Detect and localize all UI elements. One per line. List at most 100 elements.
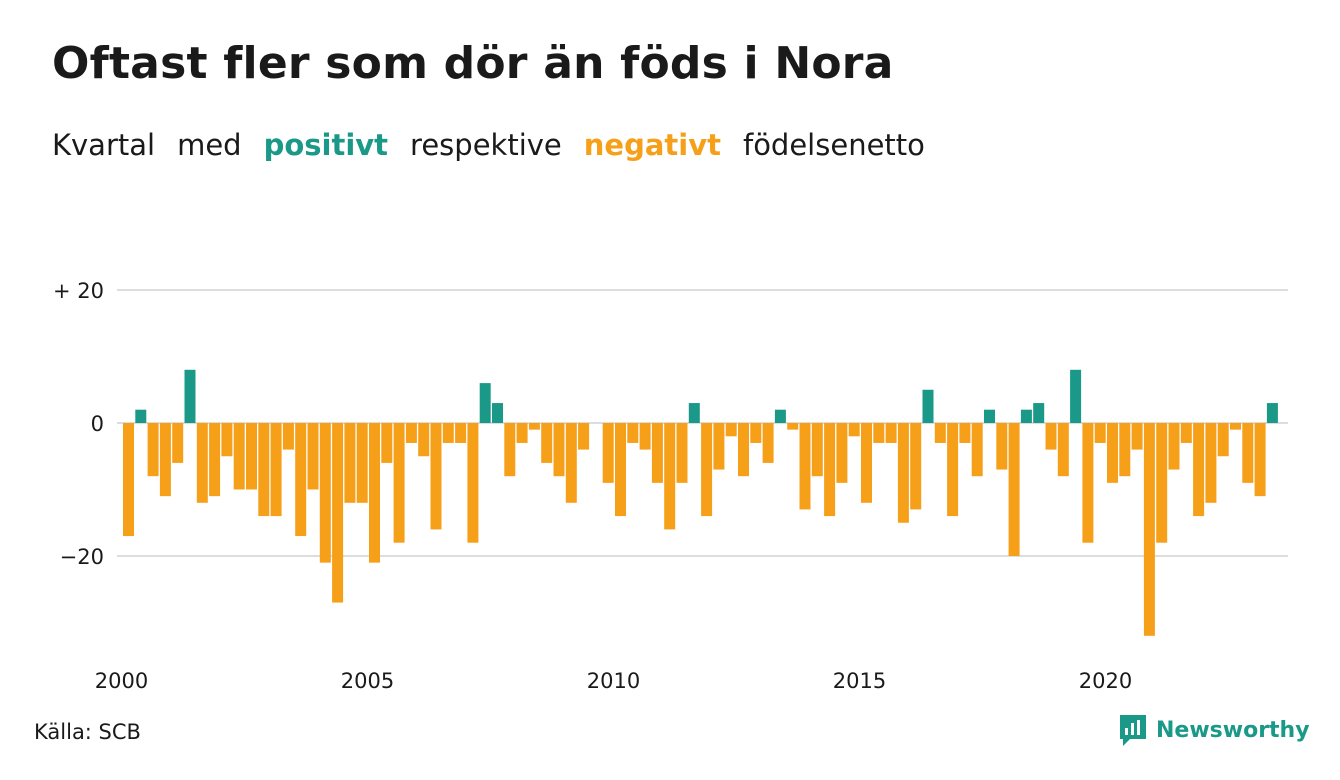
bar — [664, 423, 676, 530]
bar — [258, 423, 270, 517]
bar — [528, 423, 540, 430]
bar — [504, 423, 516, 477]
bar — [159, 423, 171, 497]
bar — [1180, 423, 1192, 443]
bar — [762, 423, 774, 463]
bar — [1242, 423, 1254, 483]
bar — [1119, 423, 1131, 477]
bar — [356, 423, 368, 503]
bar — [1193, 423, 1205, 517]
bar — [430, 423, 442, 530]
bar — [1168, 423, 1180, 470]
bar — [602, 423, 614, 483]
bar — [1156, 423, 1168, 543]
bar — [1266, 403, 1278, 423]
bar — [172, 423, 184, 463]
bar — [848, 423, 860, 437]
bar — [701, 423, 713, 517]
bar — [516, 423, 528, 443]
subtitle-word: födelsenetto — [742, 128, 925, 162]
bar — [1045, 423, 1057, 450]
bar — [418, 423, 430, 457]
subtitle-negative-label: negativt — [583, 128, 721, 162]
bar — [1205, 423, 1217, 503]
x-tick-label: 2005 — [341, 669, 394, 693]
source-note: Källa: SCB — [34, 720, 141, 744]
chart-subtitle: Kvartal med positivt respektive negativt föde… — [52, 128, 947, 162]
bar — [196, 423, 208, 503]
bar — [270, 423, 282, 517]
bar — [861, 423, 872, 503]
bar — [713, 423, 725, 470]
chart-title: Oftast fler som dör än föds i Nora — [52, 38, 894, 89]
bar — [959, 423, 971, 443]
bar — [799, 423, 811, 510]
bar — [836, 423, 848, 483]
bar — [1217, 423, 1229, 457]
bar — [221, 423, 233, 457]
newsworthy-logo-icon — [1120, 715, 1146, 746]
brand-name: Newsworthy — [1156, 717, 1310, 743]
y-tick-label: + 20 — [53, 279, 104, 303]
bar — [553, 423, 565, 477]
bar — [1008, 423, 1020, 556]
bar — [135, 409, 147, 423]
subtitle-word: Kvartal — [52, 128, 156, 162]
bar — [984, 409, 995, 423]
bar — [246, 423, 257, 490]
bar — [455, 423, 467, 443]
bar — [910, 423, 922, 510]
bar — [344, 423, 356, 503]
bar — [1070, 369, 1082, 423]
bar — [725, 423, 737, 437]
bar — [897, 423, 909, 523]
bar — [442, 423, 454, 443]
bar — [578, 423, 590, 450]
subtitle-word: respektive — [410, 128, 562, 162]
bar — [369, 423, 380, 563]
y-tick-label: −20 — [60, 545, 104, 569]
bar — [467, 423, 479, 543]
bar — [233, 423, 245, 490]
bar — [393, 423, 405, 543]
bar — [824, 423, 836, 517]
y-tick-label: 0 — [91, 412, 104, 436]
bar — [147, 423, 159, 477]
bar — [651, 423, 663, 483]
x-tick-label: 2015 — [833, 669, 886, 693]
bar — [774, 409, 786, 423]
bar — [565, 423, 577, 503]
bar — [1057, 423, 1069, 477]
subtitle-word: med — [177, 128, 242, 162]
bar — [1020, 409, 1032, 423]
bar — [627, 423, 639, 443]
bar — [873, 423, 885, 443]
bar — [1254, 423, 1266, 497]
bar — [688, 403, 700, 423]
bar — [184, 369, 196, 423]
bar — [307, 423, 319, 490]
bar — [934, 423, 946, 443]
x-tick-label: 2020 — [1079, 669, 1132, 693]
bar — [1143, 423, 1155, 636]
bar — [1082, 423, 1094, 543]
bar — [381, 423, 393, 463]
x-tick-label: 2000 — [95, 669, 148, 693]
bar — [947, 423, 959, 517]
bar — [405, 423, 417, 443]
bar — [209, 423, 221, 497]
bar — [319, 423, 331, 563]
bar — [971, 423, 983, 477]
brand-logo: Newsworthy — [1118, 712, 1310, 748]
bar — [295, 423, 307, 537]
bar — [676, 423, 688, 483]
bar — [639, 423, 651, 450]
bar — [282, 423, 294, 450]
bar — [615, 423, 626, 517]
bar — [541, 423, 553, 463]
bar — [1094, 423, 1106, 443]
bar — [811, 423, 823, 477]
x-tick-label: 2010 — [587, 669, 640, 693]
subtitle-positive-label: positivt — [263, 128, 389, 162]
